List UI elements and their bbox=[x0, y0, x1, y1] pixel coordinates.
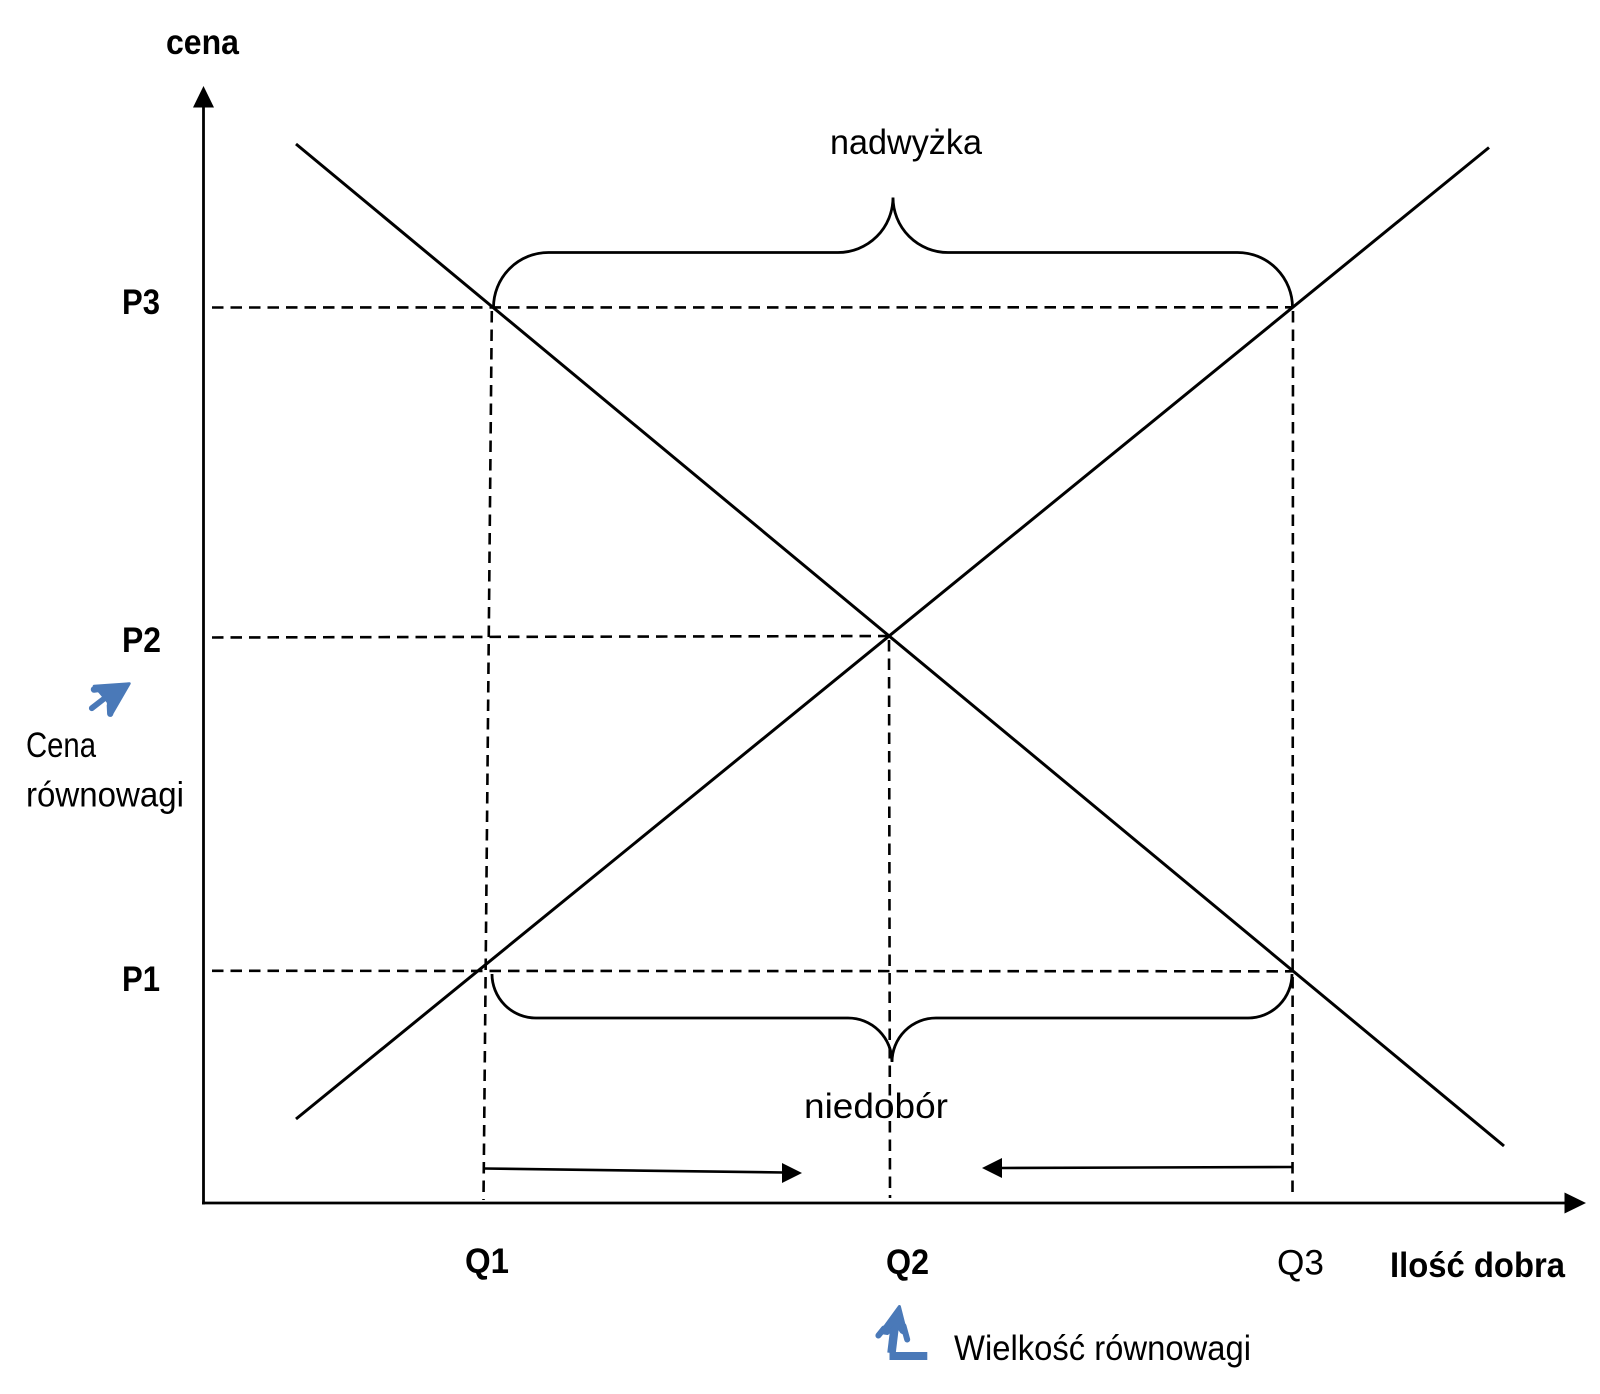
svg-text:Ilość dobra: Ilość dobra bbox=[1390, 1246, 1565, 1285]
svg-text:Cena: Cena bbox=[26, 726, 96, 765]
svg-text:Q3: Q3 bbox=[1277, 1244, 1324, 1283]
svg-text:niedobór: niedobór bbox=[804, 1087, 948, 1126]
svg-text:nadwyżka: nadwyżka bbox=[830, 123, 983, 162]
svg-text:P3: P3 bbox=[122, 283, 160, 322]
svg-text:równowagi: równowagi bbox=[26, 776, 184, 815]
svg-text:Q1: Q1 bbox=[465, 1242, 509, 1281]
svg-text:Q2: Q2 bbox=[886, 1243, 929, 1282]
svg-text:Wielkość równowagi: Wielkość równowagi bbox=[954, 1329, 1251, 1368]
svg-text:P2: P2 bbox=[122, 621, 161, 660]
svg-text:P1: P1 bbox=[122, 960, 160, 999]
svg-text:cena: cena bbox=[166, 23, 239, 62]
